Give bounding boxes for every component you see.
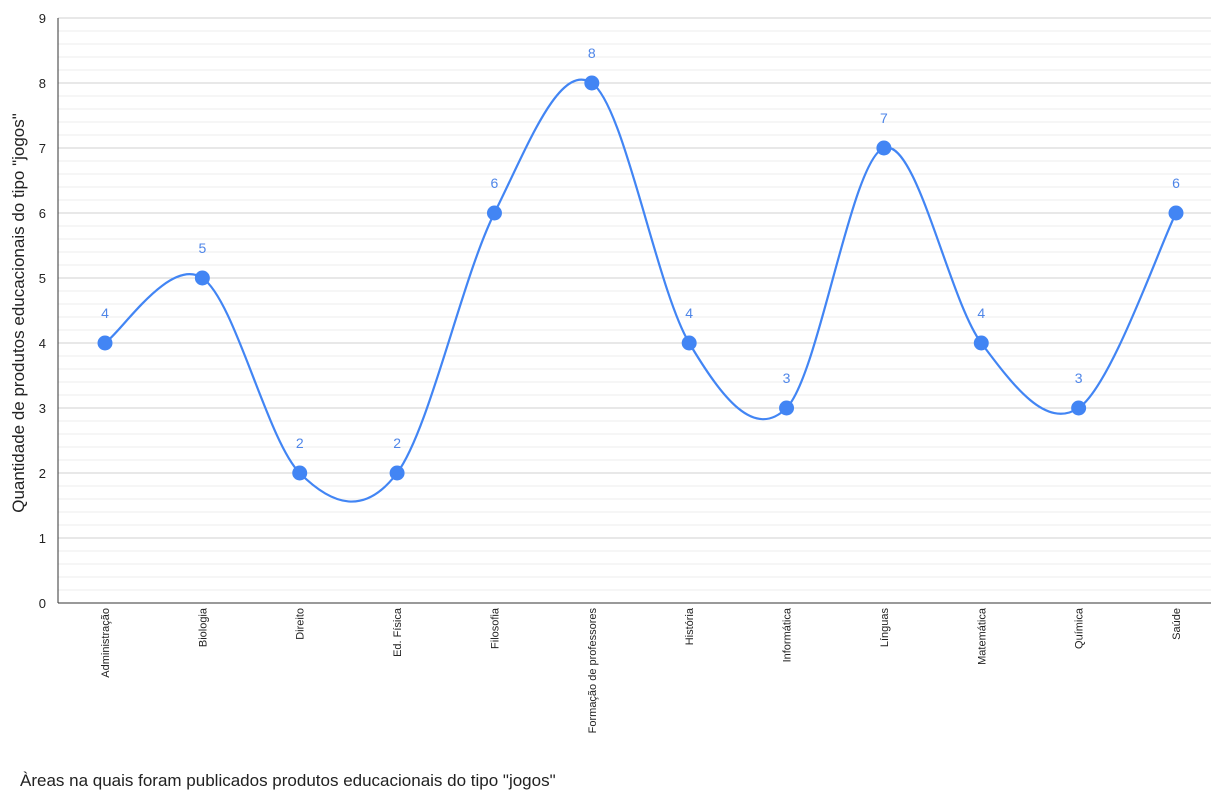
data-label: 2 [393, 435, 401, 451]
x-tick-label: Matemática [976, 607, 988, 665]
x-tick-label: Biologia [197, 607, 209, 647]
gridlines [58, 17, 1211, 591]
data-label: 3 [783, 370, 791, 386]
x-tick-label: Filosofia [489, 607, 501, 649]
data-point [973, 335, 989, 351]
x-tick-label: Ed. Física [392, 607, 404, 657]
y-tick-label: 9 [39, 11, 46, 26]
data-label: 4 [685, 305, 693, 321]
y-tick-label: 0 [39, 596, 46, 611]
data-label: 8 [588, 45, 596, 61]
y-tick-label: 3 [39, 401, 46, 416]
data-point [194, 270, 210, 286]
y-tick-label: 4 [39, 336, 46, 351]
y-tick-label: 1 [39, 531, 46, 546]
x-tick-label: Química [1074, 607, 1086, 649]
y-tick-label: 5 [39, 271, 46, 286]
data-point [779, 400, 795, 416]
y-tick-label: 8 [39, 76, 46, 91]
labels: 4 5 2 2 6 8 4 3 7 4 3 6 [101, 45, 1180, 451]
data-point [486, 205, 502, 221]
axes: 0 1 2 3 4 5 6 7 8 9 Administração Biologia Direito Ed… [39, 11, 1211, 733]
data-point [389, 465, 405, 481]
data-label: 4 [101, 305, 109, 321]
data-point [1168, 205, 1184, 221]
y-tick-label: 7 [39, 141, 46, 156]
data-point [584, 75, 600, 91]
data-label: 2 [296, 435, 304, 451]
data-label: 6 [1172, 175, 1180, 191]
data-label: 3 [1075, 370, 1083, 386]
series-layer [97, 75, 1184, 503]
data-point [97, 335, 113, 351]
x-tick-label: História [684, 607, 696, 645]
x-tick-label: Administração [100, 608, 112, 678]
data-point [681, 335, 697, 351]
data-label: 7 [880, 110, 888, 126]
data-label: 6 [491, 175, 499, 191]
data-point [876, 140, 892, 156]
y-axis-title: Quantidade de produtos educacionais do t… [9, 113, 28, 513]
y-tick-label: 2 [39, 466, 46, 481]
x-tick-label: Direito [295, 608, 307, 640]
data-point [1071, 400, 1087, 416]
x-tick-label: Formação de professores [587, 608, 599, 734]
data-point [292, 465, 308, 481]
x-axis-title: Àreas na quais foram publicados produtos… [20, 771, 556, 790]
x-tick-label: Saúde [1171, 608, 1183, 640]
x-tick-label: Línguas [879, 608, 891, 648]
data-label: 5 [198, 240, 206, 256]
data-label: 4 [977, 305, 985, 321]
x-tick-label: Informática [782, 607, 794, 662]
y-tick-label: 6 [39, 206, 46, 221]
